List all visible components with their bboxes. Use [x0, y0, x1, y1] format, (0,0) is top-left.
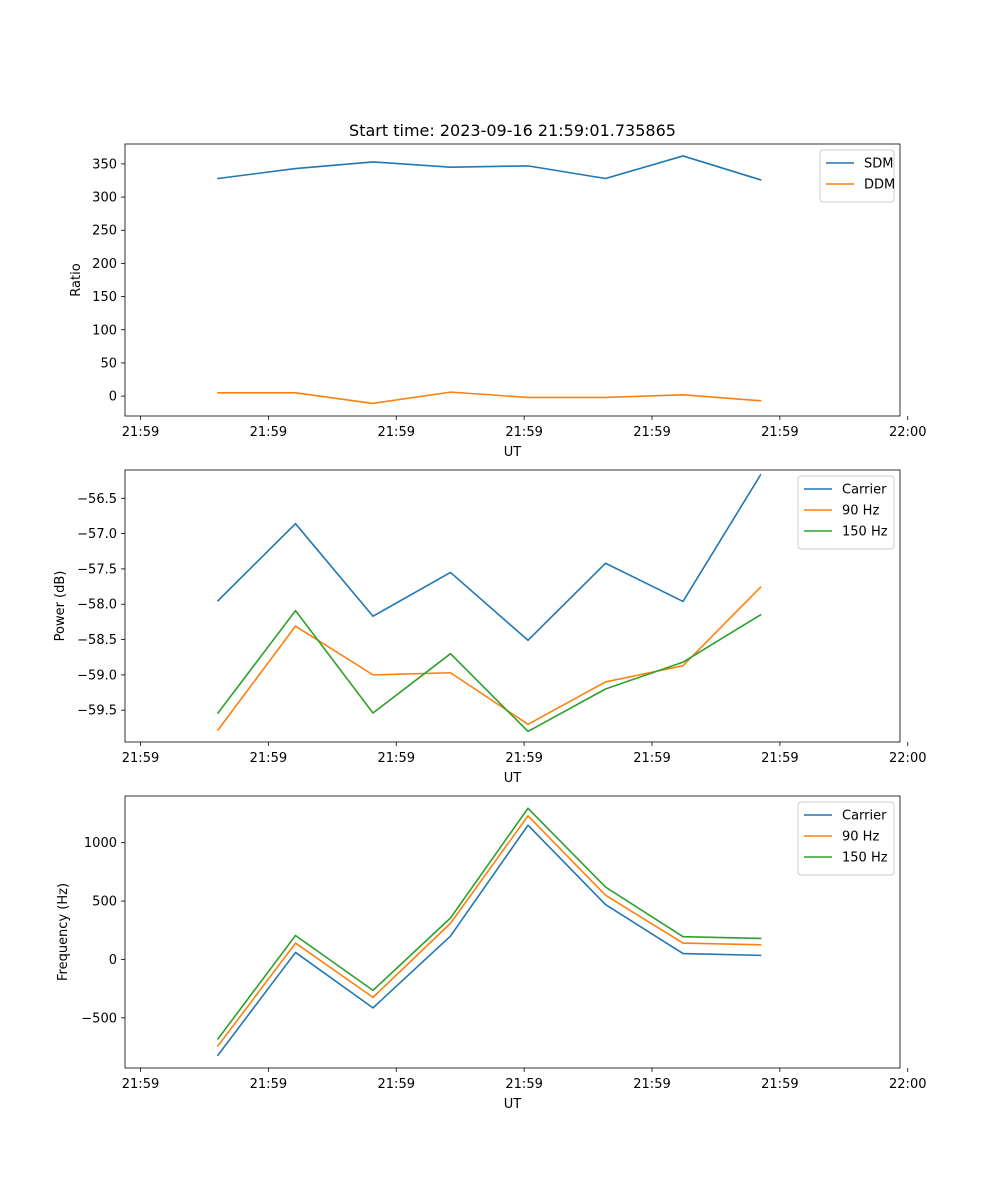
- x-tick-label: 21:59: [250, 751, 287, 766]
- series-line-ddm: [217, 391, 762, 405]
- panel-frequency: 21:59 21:59 21:59 21:59 21:59 21:59 22:00 −500 0…: [56, 795, 926, 1112]
- panel-ratio: Start time: 2023-09-16 21:59:01.735865 2…: [69, 121, 926, 460]
- chart-title: Start time: 2023-09-16 21:59:01.735865: [349, 121, 676, 140]
- x-tick-label: 21:59: [633, 751, 670, 766]
- y-tick-label: 300: [92, 191, 117, 206]
- legend-label: DDM: [864, 178, 895, 193]
- y-tick-label: −58.5: [77, 633, 117, 648]
- x-tick-label: 21:59: [378, 425, 415, 440]
- x-tick-label: 21:59: [761, 1077, 798, 1092]
- y-tick-label: 50: [100, 356, 117, 371]
- legend-label: Carrier: [842, 809, 887, 824]
- x-tick-label: 21:59: [122, 751, 159, 766]
- legend-label: 90 Hz: [842, 830, 879, 845]
- plot-frame: [124, 795, 901, 1069]
- y-axis-label: Frequency (Hz): [56, 883, 71, 981]
- legend: SDM DDM: [819, 149, 895, 203]
- x-tick-label: 21:59: [378, 1077, 415, 1092]
- panel-power: 21:59 21:59 21:59 21:59 21:59 21:59 22:00 −59.5…: [53, 469, 926, 786]
- x-axis-label: UT: [504, 445, 522, 460]
- y-axis-label: Ratio: [69, 263, 84, 296]
- series-line-90-hz: [216, 586, 762, 732]
- legend: Carrier 90 Hz 150 Hz: [797, 801, 895, 876]
- y-tick-label: −56.5: [77, 492, 117, 507]
- plot-frame: [124, 469, 901, 743]
- series-line-sdm: [217, 155, 762, 181]
- x-tick-label: 22:00: [889, 751, 926, 766]
- x-tick-label: 21:59: [122, 1077, 159, 1092]
- x-tick-label: 22:00: [889, 1077, 926, 1092]
- series-line-90-hz: [216, 815, 762, 1047]
- legend-label: 90 Hz: [842, 504, 879, 519]
- y-tick-label: 350: [92, 157, 117, 172]
- y-tick-label: 500: [92, 895, 117, 910]
- series-line-150-hz: [216, 807, 762, 1040]
- x-tick-label: 21:59: [505, 1077, 542, 1092]
- series-line-carrier: [216, 473, 762, 642]
- x-tick-label: 21:59: [250, 425, 287, 440]
- plot-frame: [124, 143, 901, 417]
- x-axis-label: UT: [504, 1097, 522, 1112]
- legend-label: SDM: [864, 157, 893, 172]
- x-tick-label: 21:59: [505, 751, 542, 766]
- x-axis-label: UT: [504, 771, 522, 786]
- y-tick-label: −59.5: [77, 704, 117, 719]
- legend-label: Carrier: [842, 483, 887, 498]
- legend-label: 150 Hz: [842, 851, 888, 866]
- y-tick-label: −500: [81, 1011, 117, 1026]
- y-axis-label: Power (dB): [53, 571, 68, 642]
- series-line-carrier: [216, 824, 762, 1057]
- legend-label: 150 Hz: [842, 525, 888, 540]
- y-tick-label: −59.0: [77, 668, 117, 683]
- x-tick-label: 21:59: [505, 425, 542, 440]
- y-tick-label: −57.5: [77, 562, 117, 577]
- x-tick-label: 21:59: [250, 1077, 287, 1092]
- y-tick-label: 0: [109, 390, 117, 405]
- x-tick-label: 21:59: [633, 1077, 670, 1092]
- y-tick-label: 200: [92, 257, 117, 272]
- y-tick-label: −57.0: [77, 527, 117, 542]
- series-line-150-hz: [216, 609, 762, 733]
- y-tick-label: 100: [92, 323, 117, 338]
- x-tick-label: 21:59: [761, 425, 798, 440]
- legend: Carrier 90 Hz 150 Hz: [797, 475, 895, 550]
- x-tick-label: 21:59: [761, 751, 798, 766]
- x-tick-label: 22:00: [889, 425, 926, 440]
- y-tick-label: 1000: [84, 836, 117, 851]
- y-tick-label: 0: [109, 953, 117, 968]
- y-tick-label: 250: [92, 224, 117, 239]
- x-tick-label: 21:59: [378, 751, 415, 766]
- x-tick-label: 21:59: [122, 425, 159, 440]
- y-tick-label: −58.0: [77, 598, 117, 613]
- y-tick-label: 150: [92, 290, 117, 305]
- x-tick-label: 21:59: [633, 425, 670, 440]
